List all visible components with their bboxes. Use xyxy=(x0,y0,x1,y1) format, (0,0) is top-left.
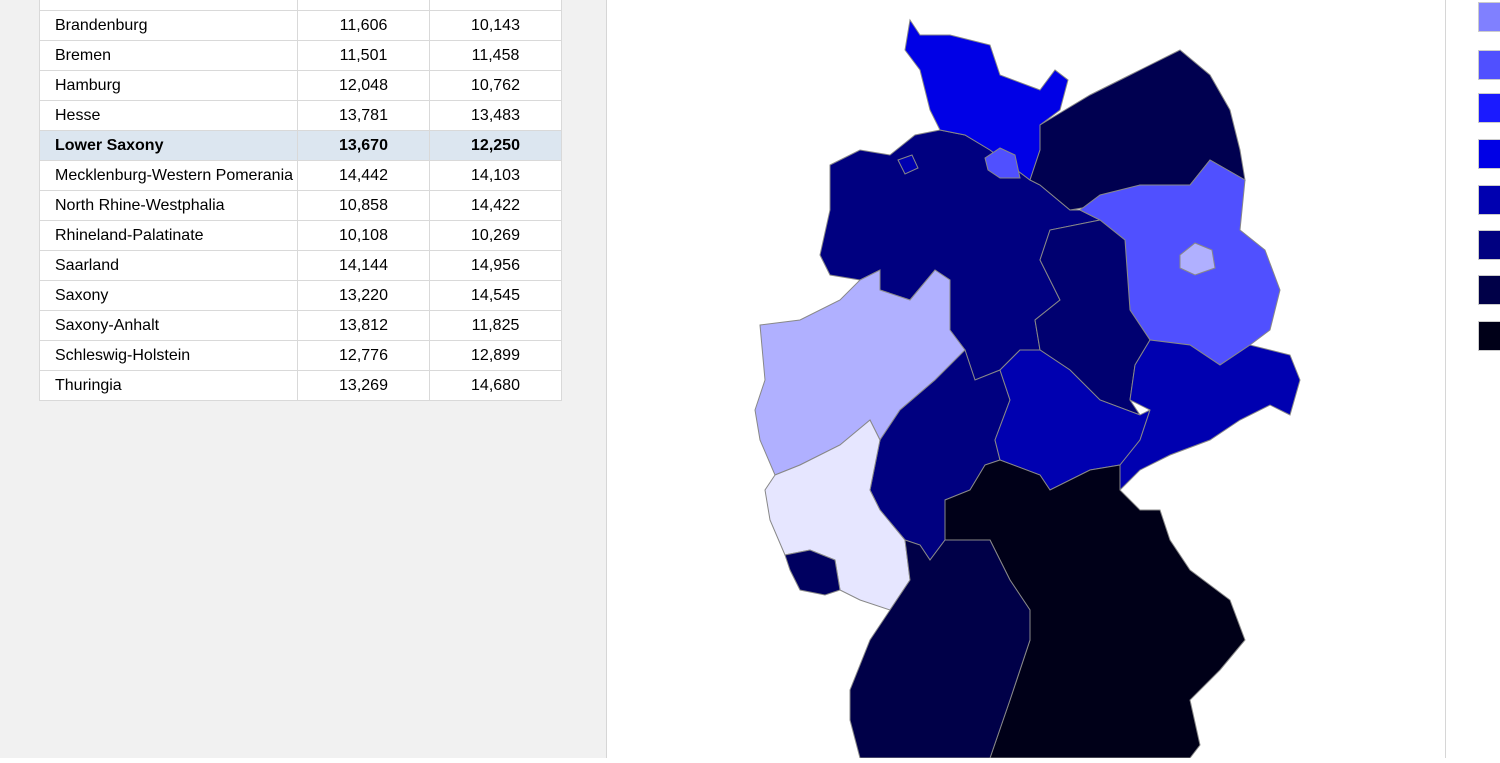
value-cell xyxy=(429,0,562,11)
value-cell: 13,781 xyxy=(297,100,430,131)
value-cell: 13,483 xyxy=(429,100,562,131)
value-cell: 14,144 xyxy=(297,250,430,281)
value-cell: 10,762 xyxy=(429,70,562,101)
value-cell: 11,501 xyxy=(297,40,430,71)
value-cell: 12,776 xyxy=(297,340,430,371)
value-cell: 10,269 xyxy=(429,220,562,251)
value-cell: 13,812 xyxy=(297,310,430,341)
value-cell: 14,103 xyxy=(429,160,562,191)
state-name-cell: Hesse xyxy=(39,100,298,131)
value-cell: 13,269 xyxy=(297,370,430,401)
state-name-cell: Schleswig-Holstein xyxy=(39,340,298,371)
table-row[interactable]: Schleswig-Holstein 12,776 12,899 xyxy=(39,340,562,371)
state-name-cell: Berlin xyxy=(39,0,298,11)
table-row[interactable]: Rhineland-Palatinate 10,108 10,269 xyxy=(39,220,562,251)
state-name-cell: Hamburg xyxy=(39,70,298,101)
state-hamburg[interactable] xyxy=(984,147,1021,179)
value-cell: 13,220 xyxy=(297,280,430,311)
table-row[interactable]: Saxony 13,220 14,545 xyxy=(39,280,562,311)
value-cell: 13,670 xyxy=(297,130,430,161)
table-row[interactable]: North Rhine-Westphalia 10,858 14,422 xyxy=(39,190,562,221)
state-bremen[interactable] xyxy=(897,154,919,175)
value-cell: 14,956 xyxy=(429,250,562,281)
value-cell: 12,899 xyxy=(429,340,562,371)
state-name-cell: Saxony xyxy=(39,280,298,311)
table-row[interactable]: Berlin xyxy=(39,0,562,11)
state-saarland[interactable] xyxy=(784,549,841,596)
value-cell: 10,143 xyxy=(429,10,562,41)
value-cell xyxy=(297,0,430,11)
legend-swatch xyxy=(1478,50,1500,80)
value-cell: 10,858 xyxy=(297,190,430,221)
table-row[interactable]: Saxony-Anhalt 13,812 11,825 xyxy=(39,310,562,341)
data-panel: BerlinBrandenburg11,60610,143Bremen11,50… xyxy=(0,0,607,758)
legend-swatch xyxy=(1478,230,1500,260)
data-table: BerlinBrandenburg11,60610,143Bremen11,50… xyxy=(39,0,562,401)
legend-swatch xyxy=(1478,139,1500,169)
state-name-cell: Bremen xyxy=(39,40,298,71)
value-cell: 14,545 xyxy=(429,280,562,311)
state-name-cell: Saxony-Anhalt xyxy=(39,310,298,341)
legend-swatch xyxy=(1478,275,1500,305)
legend-swatch xyxy=(1478,93,1500,123)
legend-swatch xyxy=(1478,2,1500,32)
table-row[interactable]: Hamburg 12,048 10,762 xyxy=(39,70,562,101)
value-cell: 14,680 xyxy=(429,370,562,401)
table-row[interactable]: Thuringia 13,269 14,680 xyxy=(39,370,562,401)
legend xyxy=(1447,0,1500,758)
value-cell: 11,825 xyxy=(429,310,562,341)
value-cell: 14,442 xyxy=(297,160,430,191)
table-row[interactable]: Saarland 14,144 14,956 xyxy=(39,250,562,281)
state-name-cell: Thuringia xyxy=(39,370,298,401)
table-row[interactable]: Hesse 13,781 13,483 xyxy=(39,100,562,131)
choropleth-map xyxy=(608,0,1446,759)
legend-swatch xyxy=(1478,185,1500,215)
value-cell: 11,606 xyxy=(297,10,430,41)
state-name-cell: Lower Saxony xyxy=(39,130,298,161)
state-name-cell: Mecklenburg-Western Pomerania xyxy=(39,160,298,191)
state-baden-w-rttemberg[interactable] xyxy=(849,539,1031,759)
legend-swatch xyxy=(1478,321,1500,351)
table-row[interactable]: Brandenburg 11,606 10,143 xyxy=(39,10,562,41)
table-row[interactable]: Lower Saxony 13,670 12,250 xyxy=(39,130,562,161)
value-cell: 12,048 xyxy=(297,70,430,101)
state-name-cell: Saarland xyxy=(39,250,298,281)
state-berlin[interactable] xyxy=(1179,242,1216,276)
state-name-cell: North Rhine-Westphalia xyxy=(39,190,298,221)
value-cell: 14,422 xyxy=(429,190,562,221)
value-cell: 11,458 xyxy=(429,40,562,71)
state-name-cell: Brandenburg xyxy=(39,10,298,41)
value-cell: 10,108 xyxy=(297,220,430,251)
state-name-cell: Rhineland-Palatinate xyxy=(39,220,298,251)
table-row[interactable]: Mecklenburg-Western Pomerania 14,442 14,10… xyxy=(39,160,562,191)
table-row[interactable]: Bremen 11,501 11,458 xyxy=(39,40,562,71)
value-cell: 12,250 xyxy=(429,130,562,161)
